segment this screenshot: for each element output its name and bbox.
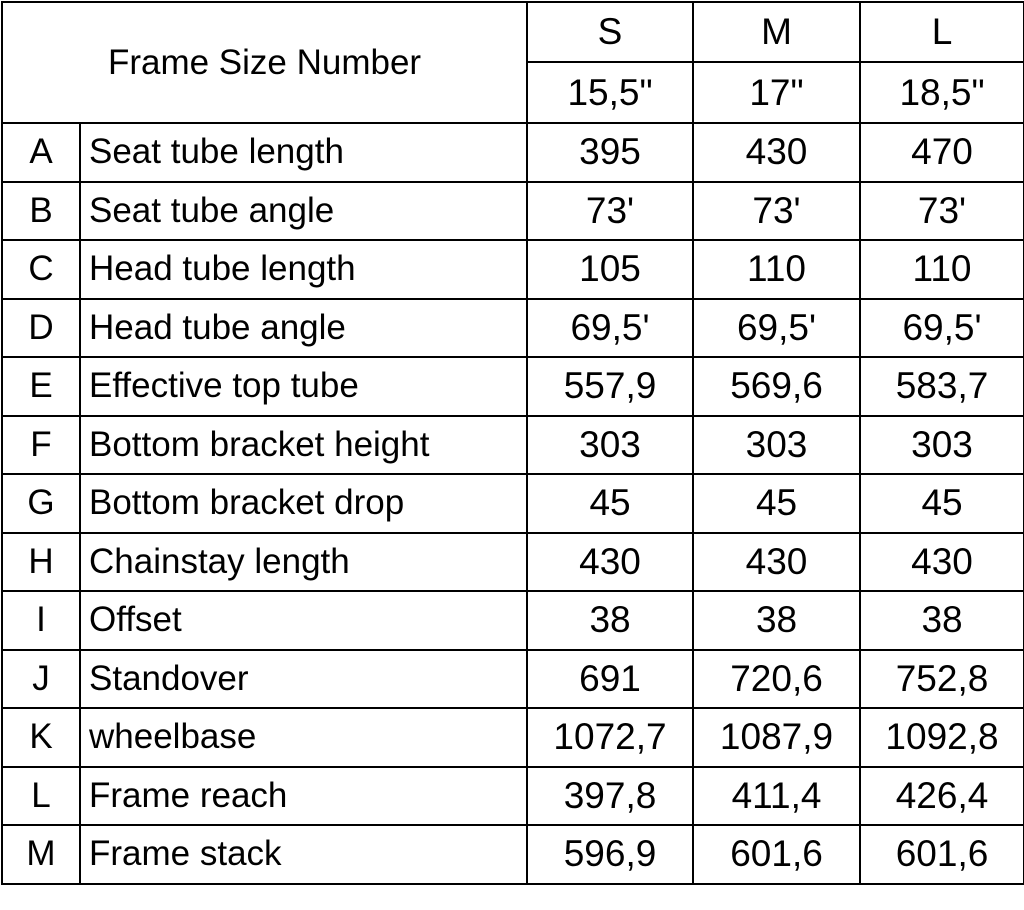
table-row: C Head tube length 105 110 110 — [1, 239, 1024, 300]
value-l: 601,6 — [859, 824, 1024, 885]
table-row: D Head tube angle 69,5' 69,5' 69,5' — [1, 297, 1024, 358]
value-l: 1092,8 — [859, 707, 1024, 768]
row-letter: A — [1, 122, 81, 183]
table-row: F Bottom bracket height 303 303 303 — [1, 414, 1024, 475]
table-row: G Bottom bracket drop 45 45 45 — [1, 473, 1024, 534]
value-m: 430 — [692, 531, 862, 592]
value-l: 752,8 — [859, 648, 1024, 709]
row-letter: J — [1, 648, 81, 709]
value-s: 73' — [526, 180, 695, 241]
geometry-table: Frame Size Number S M L 15,5" 17" 18,5" … — [0, 1, 1024, 885]
row-label: Seat tube angle — [78, 180, 529, 241]
value-s: 557,9 — [526, 356, 695, 417]
value-m: 38 — [692, 590, 862, 651]
value-l: 303 — [859, 414, 1024, 475]
row-letter: I — [1, 590, 81, 651]
row-letter: K — [1, 707, 81, 768]
table-row: J Standover 691 720,6 752,8 — [1, 648, 1024, 709]
value-l: 45 — [859, 473, 1024, 534]
value-m: 411,4 — [692, 765, 862, 826]
value-s: 45 — [526, 473, 695, 534]
table-row: E Effective top tube 557,9 569,6 583,7 — [1, 356, 1024, 417]
table-row: B Seat tube angle 73' 73' 73' — [1, 180, 1024, 241]
row-label: Head tube length — [78, 239, 529, 300]
value-l: 426,4 — [859, 765, 1024, 826]
inch-s: 15,5" — [526, 61, 695, 124]
value-s: 1072,7 — [526, 707, 695, 768]
table-row: L Frame reach 397,8 411,4 426,4 — [1, 765, 1024, 826]
table-row: M Frame stack 596,9 601,6 601,6 — [1, 824, 1024, 885]
row-letter: B — [1, 180, 81, 241]
inch-m: 17" — [692, 61, 862, 124]
value-m: 69,5' — [692, 297, 862, 358]
size-s: S — [526, 1, 695, 63]
value-m: 110 — [692, 239, 862, 300]
row-label: Head tube angle — [78, 297, 529, 358]
value-s: 303 — [526, 414, 695, 475]
value-s: 397,8 — [526, 765, 695, 826]
value-m: 430 — [692, 122, 862, 183]
value-l: 38 — [859, 590, 1024, 651]
row-letter: F — [1, 414, 81, 475]
value-l: 470 — [859, 122, 1024, 183]
row-letter: M — [1, 824, 81, 885]
row-letter: H — [1, 531, 81, 592]
row-letter: L — [1, 765, 81, 826]
inch-l: 18,5" — [859, 61, 1024, 124]
row-label: Standover — [78, 648, 529, 709]
row-letter: G — [1, 473, 81, 534]
header-row-sizes: Frame Size Number S M L — [0, 1, 1024, 124]
row-label: Frame stack — [78, 824, 529, 885]
value-m: 303 — [692, 414, 862, 475]
value-s: 430 — [526, 531, 695, 592]
table-row: I Offset 38 38 38 — [1, 590, 1024, 651]
value-m: 601,6 — [692, 824, 862, 885]
value-l: 583,7 — [859, 356, 1024, 417]
value-s: 596,9 — [526, 824, 695, 885]
value-l: 430 — [859, 531, 1024, 592]
value-s: 69,5' — [526, 297, 695, 358]
value-s: 395 — [526, 122, 695, 183]
value-l: 110 — [859, 239, 1024, 300]
table-row: H Chainstay length 430 430 430 — [1, 531, 1024, 592]
table-row: A Seat tube length 395 430 470 — [1, 122, 1024, 183]
size-l: L — [859, 1, 1024, 63]
row-letter: E — [1, 356, 81, 417]
row-letter: D — [1, 297, 81, 358]
row-label: Effective top tube — [78, 356, 529, 417]
value-s: 691 — [526, 648, 695, 709]
value-s: 105 — [526, 239, 695, 300]
value-s: 38 — [526, 590, 695, 651]
value-l: 73' — [859, 180, 1024, 241]
value-m: 720,6 — [692, 648, 862, 709]
size-m: M — [692, 1, 862, 63]
value-m: 1087,9 — [692, 707, 862, 768]
frame-size-title: Frame Size Number — [0, 1, 529, 124]
row-label: Offset — [78, 590, 529, 651]
row-label: Bottom bracket height — [78, 414, 529, 475]
row-letter: C — [1, 239, 81, 300]
row-label: wheelbase — [78, 707, 529, 768]
value-m: 569,6 — [692, 356, 862, 417]
header-row-inches: 15,5" 17" 18,5" — [2, 61, 1024, 124]
row-label: Bottom bracket drop — [78, 473, 529, 534]
row-label: Frame reach — [78, 765, 529, 826]
row-label: Chainstay length — [78, 531, 529, 592]
value-m: 45 — [692, 473, 862, 534]
row-label: Seat tube length — [78, 122, 529, 183]
value-l: 69,5' — [859, 297, 1024, 358]
value-m: 73' — [692, 180, 862, 241]
